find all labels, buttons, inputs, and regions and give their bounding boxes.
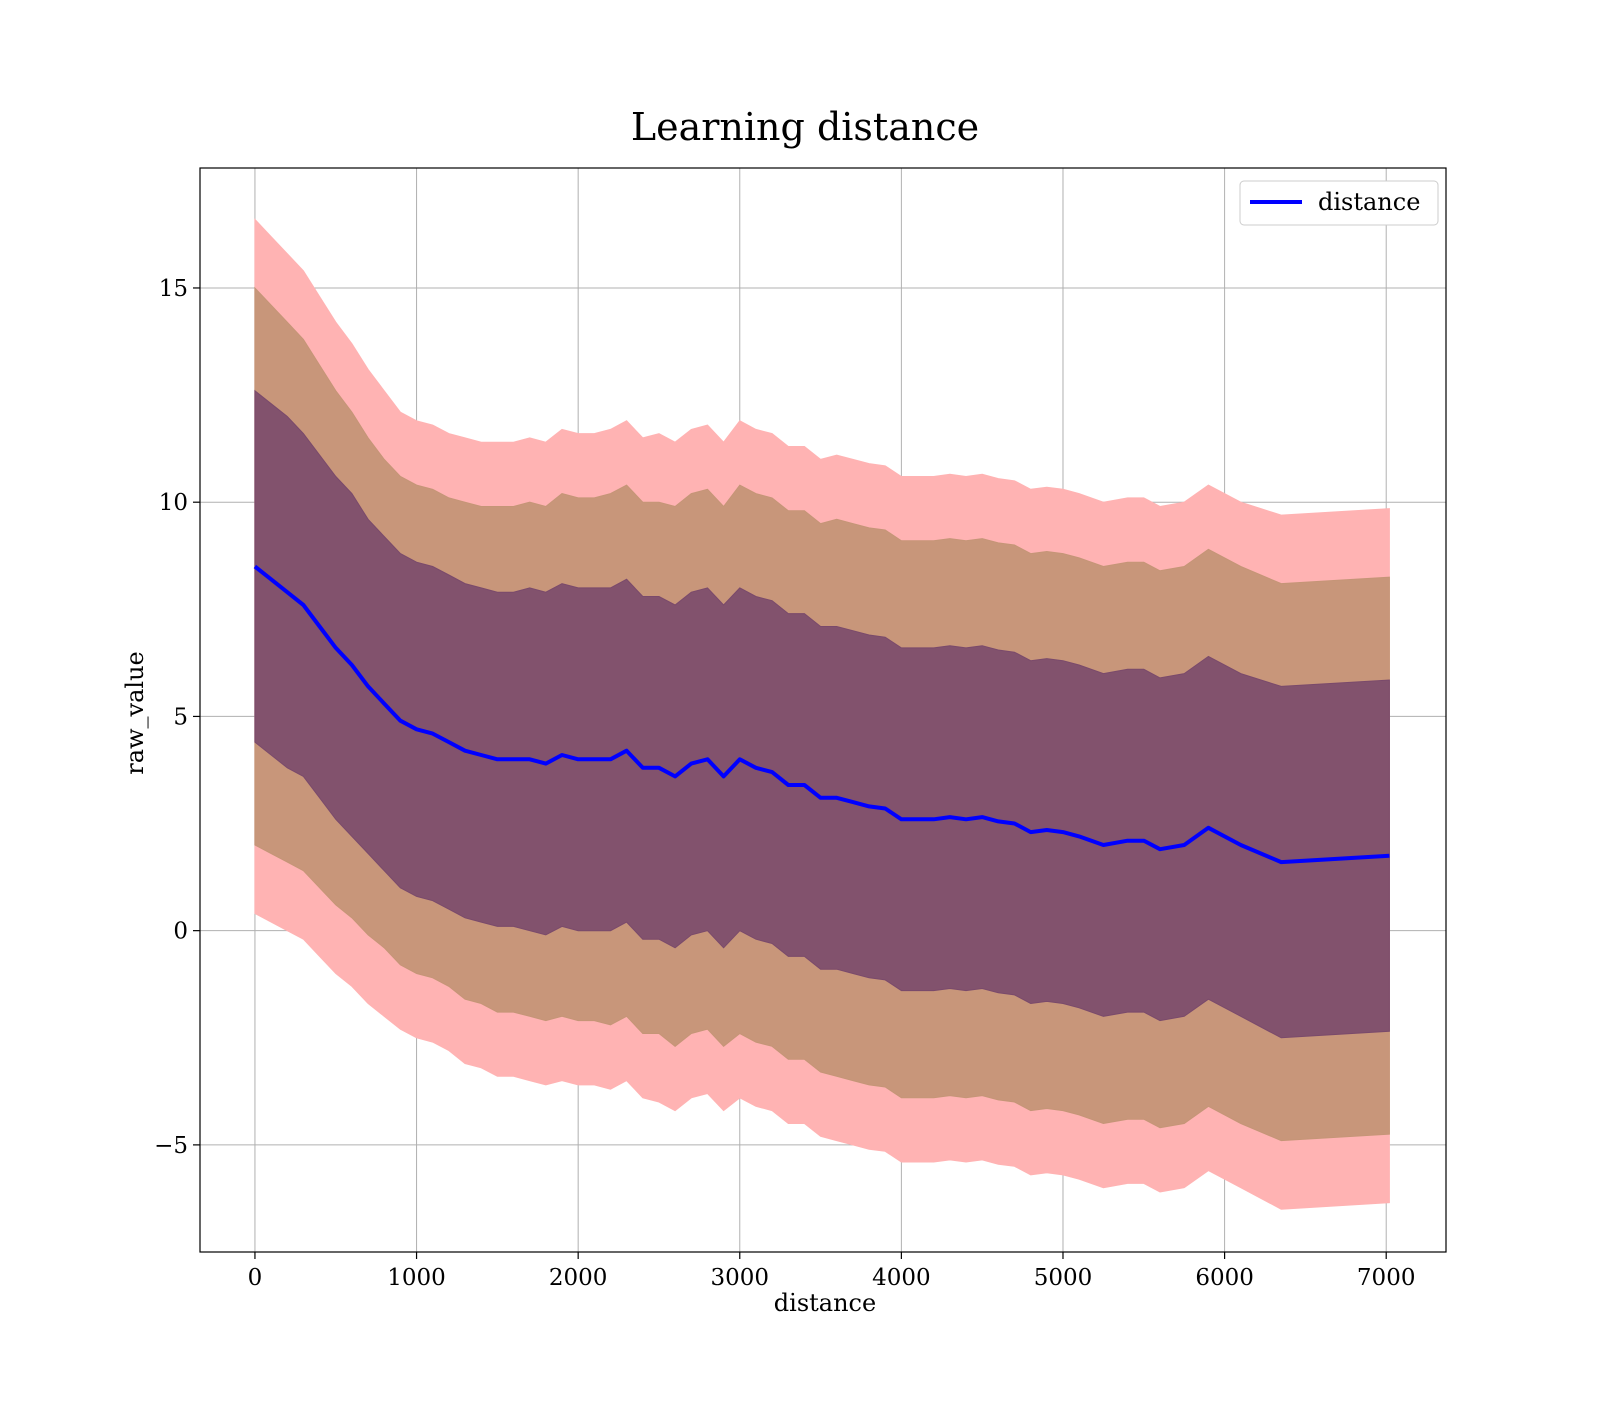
x-tick-label-7: 7000	[1357, 1265, 1416, 1291]
y-tick-label-2: 5	[173, 704, 188, 730]
error-bands	[254, 218, 1390, 1210]
y-tick-label-4: 15	[159, 276, 188, 302]
legend-box	[1239, 180, 1439, 226]
ticks: 0 1000 2000 3000 4000 5000 6000 7000 −5 0 5 10 15	[154, 276, 1415, 1291]
x-axis-label: distance	[774, 1289, 876, 1317]
y-tick-label-3: 10	[159, 490, 188, 516]
x-tick-label-2: 2000	[549, 1265, 608, 1291]
legend: distance	[1239, 180, 1439, 226]
legend-entry-distance: distance	[1318, 188, 1420, 216]
chart-title: Learning distance	[631, 105, 979, 149]
plot-frame	[199, 167, 1447, 1253]
x-tick-label-1: 1000	[387, 1265, 446, 1291]
y-tick-label-0: −5	[154, 1133, 188, 1159]
x-tick-label-4: 4000	[872, 1265, 931, 1291]
y-tick-label-1: 0	[173, 919, 188, 945]
series-layer	[253, 564, 1390, 865]
x-tick-label-3: 3000	[710, 1265, 769, 1291]
y-axis-label: raw_value	[121, 651, 149, 775]
x-tick-label-6: 6000	[1195, 1265, 1254, 1291]
error-band-2	[254, 389, 1390, 1039]
x-tick-label-0: 0	[248, 1265, 263, 1291]
x-tick-label-5: 5000	[1034, 1265, 1093, 1291]
series-line-distance	[253, 564, 1390, 865]
